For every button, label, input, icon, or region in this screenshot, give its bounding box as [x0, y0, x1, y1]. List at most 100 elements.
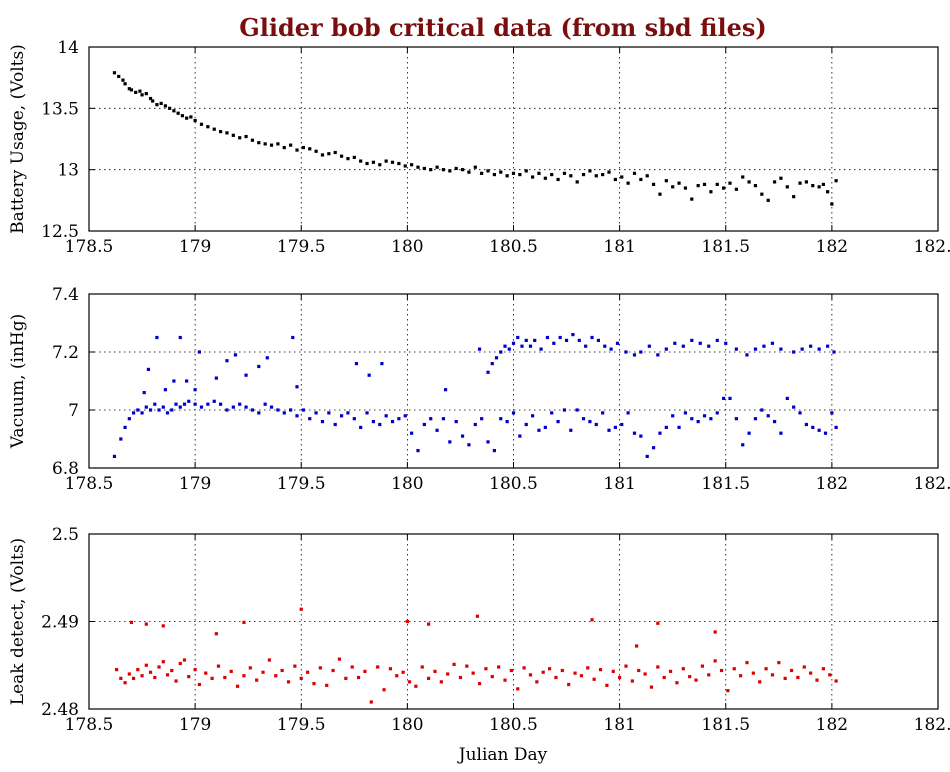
data-point [465, 664, 469, 668]
data-point [675, 681, 679, 685]
data-point [626, 181, 630, 185]
data-point [170, 668, 174, 673]
data-point [218, 402, 223, 406]
data-point [796, 675, 800, 680]
data-point [626, 411, 630, 415]
data-point [499, 170, 503, 174]
data-point [792, 405, 796, 409]
data-point [117, 74, 121, 79]
data-point [333, 422, 337, 427]
data-point [747, 431, 751, 435]
data-point [308, 147, 312, 151]
data-point [607, 428, 611, 432]
data-point [382, 688, 386, 692]
data-point [458, 675, 463, 680]
data-point [537, 428, 541, 432]
x-tick-label: 179.5 [277, 474, 326, 494]
data-point [344, 676, 348, 680]
data-point [199, 122, 204, 126]
data-point [734, 417, 738, 421]
data-point [454, 166, 458, 171]
data-point [301, 408, 305, 412]
data-point [407, 680, 412, 684]
data-point [170, 408, 174, 412]
data-point [390, 420, 395, 424]
data-point [620, 422, 624, 427]
data-point [206, 125, 210, 129]
data-point [531, 175, 535, 179]
data-point [486, 169, 490, 173]
data-point [632, 353, 637, 357]
x-tick-label: 181 [603, 474, 635, 494]
data-point [556, 177, 560, 182]
x-tick-label: 182.5 [914, 237, 950, 257]
data-point [371, 420, 376, 424]
data-point [157, 408, 161, 412]
data-point [639, 350, 643, 354]
y-tick-label: 12.5 [41, 222, 79, 242]
data-point [524, 169, 528, 173]
data-point [282, 145, 286, 150]
data-point [397, 417, 401, 421]
data-point [507, 347, 511, 351]
data-point [615, 341, 620, 345]
data-point [524, 338, 528, 342]
data-point [772, 180, 777, 184]
data-point [554, 675, 558, 680]
data-point [637, 668, 641, 673]
data-point [734, 187, 738, 191]
data-point [588, 420, 592, 424]
data-point [197, 350, 201, 354]
data-point [214, 376, 218, 380]
data-point [454, 420, 458, 424]
data-point [562, 408, 567, 412]
data-point [333, 150, 337, 155]
data-point [148, 408, 153, 412]
data-point [571, 333, 575, 337]
data-point [624, 664, 628, 668]
data-point [779, 347, 783, 351]
data-point [550, 172, 554, 177]
data-point [760, 192, 764, 196]
data-point [276, 142, 280, 146]
data-point [320, 153, 325, 157]
data-point [119, 437, 123, 441]
data-point [112, 71, 117, 75]
data-point [129, 620, 134, 624]
data-point [581, 172, 586, 177]
data-point [618, 675, 622, 680]
data-point [178, 335, 182, 340]
data-point [741, 443, 745, 447]
data-point [225, 359, 229, 363]
y-axis-label-battery: Battery Usage, (Volts) [8, 44, 28, 234]
data-point [155, 335, 159, 340]
data-point [764, 667, 768, 671]
data-point [620, 175, 624, 179]
data-point [473, 422, 477, 427]
data-point [225, 408, 229, 412]
data-point [244, 405, 248, 409]
data-point [647, 344, 651, 348]
data-point [696, 420, 700, 424]
data-point [395, 674, 399, 678]
data-point [700, 664, 705, 668]
data-point [528, 673, 533, 677]
y-tick-label: 13.5 [41, 99, 79, 119]
data-point [448, 169, 452, 173]
data-point [673, 341, 677, 345]
data-point [505, 420, 509, 424]
data-point [131, 411, 136, 415]
data-point [811, 184, 815, 188]
data-point [611, 669, 615, 673]
data-point [312, 682, 316, 686]
data-point [518, 172, 522, 177]
data-point [477, 347, 482, 351]
data-point [163, 104, 168, 108]
y-axis-label-vacuum: Vacuum, (inHg) [8, 314, 28, 450]
data-point [405, 619, 409, 624]
data-point [804, 422, 809, 427]
data-point [129, 88, 134, 92]
x-tick-label: 179 [179, 715, 211, 735]
data-point [193, 668, 197, 672]
